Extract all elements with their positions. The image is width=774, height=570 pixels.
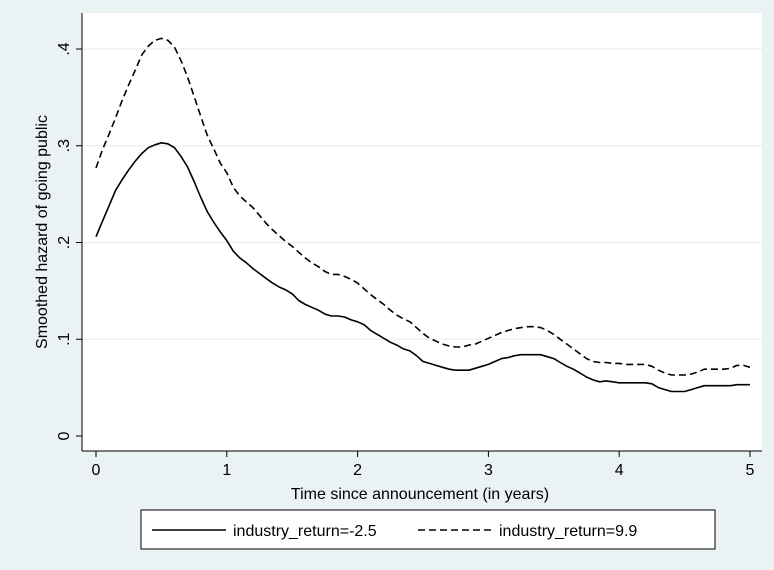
x-tick-label-4: 4 — [615, 462, 624, 479]
x-tick-label-1: 1 — [222, 462, 231, 479]
x-axis-title: Time since announcement (in years) — [291, 486, 549, 503]
y-tick-label-4: .4 — [56, 42, 73, 55]
y-tick-label-1: .1 — [56, 332, 73, 345]
legend: industry_return=-2.5 industry_return=9.9 — [140, 509, 716, 550]
y-tick-label-2: .2 — [56, 236, 73, 249]
y-tick-label-0: 0 — [56, 431, 73, 440]
series-line-2 — [95, 37, 751, 376]
x-tick-label-3: 3 — [484, 462, 493, 479]
axes — [81, 13, 762, 452]
y-axis-ticks: 0 .1 .2 .3 .4 — [56, 42, 82, 440]
x-axis-ticks: 0 1 2 3 4 5 — [92, 451, 755, 479]
y-axis-title: Smoothed hazard of going public — [34, 115, 51, 349]
plot-area — [82, 13, 762, 451]
series-line-1 — [95, 142, 750, 393]
y-tick-label-3: .3 — [56, 139, 73, 152]
x-tick-label-0: 0 — [92, 462, 101, 479]
grid-lines — [82, 48, 762, 340]
x-tick-label-5: 5 — [746, 462, 755, 479]
legend-box — [140, 509, 716, 550]
x-tick-label-2: 2 — [353, 462, 362, 479]
legend-label-series-1: industry_return=-2.5 — [233, 523, 377, 540]
legend-label-series-2: industry_return=9.9 — [499, 523, 637, 540]
series-lines — [95, 37, 751, 393]
